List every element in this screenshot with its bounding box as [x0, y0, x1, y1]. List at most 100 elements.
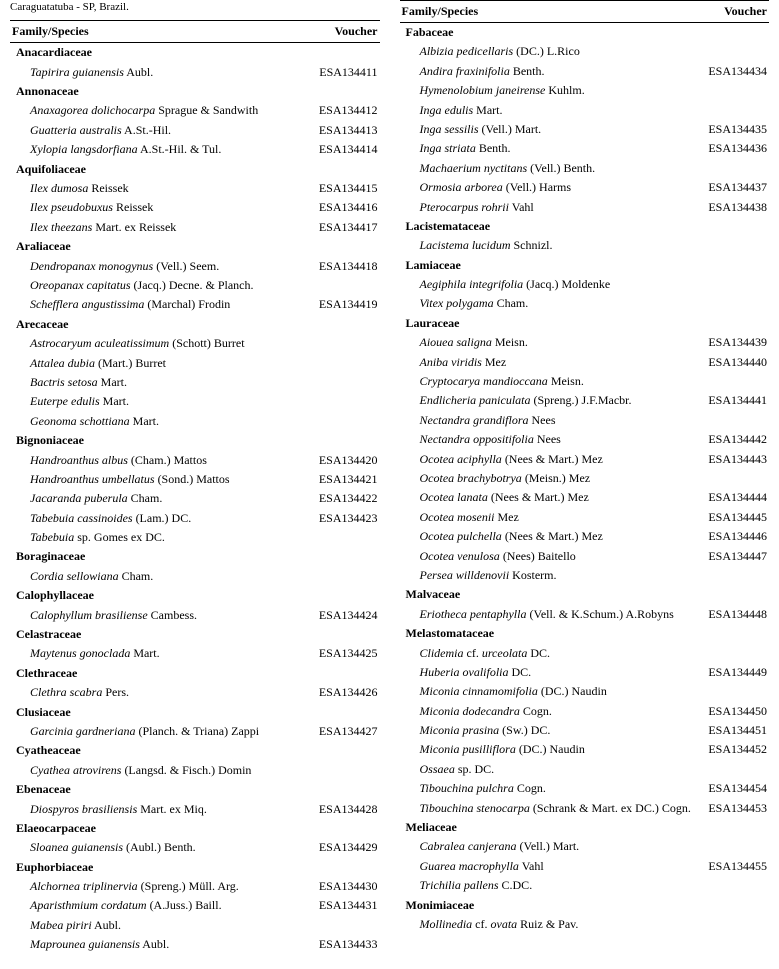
voucher-cell: ESA134438	[704, 198, 769, 217]
table-row: Malvaceae	[400, 585, 770, 604]
voucher-cell: ESA134455	[704, 857, 769, 876]
voucher-cell: ESA134449	[704, 663, 769, 682]
table-row: Sloanea guianensis (Aubl.) Benth.ESA1344…	[10, 838, 380, 857]
family-cell: Elaeocarpaceae	[10, 819, 380, 838]
table-row: Ilex pseudobuxus ReissekESA134416	[10, 198, 380, 217]
family-cell: Boraginaceae	[10, 547, 380, 566]
voucher-cell: ESA134450	[704, 702, 769, 721]
species-cell: Attalea dubia (Mart.) Burret	[10, 354, 306, 373]
species-cell: Huberia ovalifolia DC.	[400, 663, 704, 682]
table-row: Euphorbiaceae	[10, 858, 380, 877]
table-row: Araliaceae	[10, 237, 380, 256]
table-row: Miconia dodecandra Cogn.ESA134450	[400, 702, 770, 721]
family-cell: Annonaceae	[10, 82, 380, 101]
species-cell: Astrocaryum aculeatissimum (Schott) Burr…	[10, 334, 306, 353]
table-row: Lamiaceae	[400, 256, 770, 275]
species-cell: Ilex pseudobuxus Reissek	[10, 198, 306, 217]
species-cell: Diospyros brasiliensis Mart. ex Miq.	[10, 800, 306, 819]
voucher-cell: ESA134454	[704, 779, 769, 798]
table-row: Bactris setosa Mart.	[10, 373, 380, 392]
species-cell: Miconia dodecandra Cogn.	[400, 702, 704, 721]
table-row: Tibouchina pulchra Cogn.ESA134454	[400, 779, 770, 798]
family-cell: Fabaceae	[400, 23, 770, 43]
table-row: Aquifoliaceae	[10, 160, 380, 179]
voucher-cell: ESA134451	[704, 721, 769, 740]
voucher-cell	[306, 334, 380, 353]
table-row: Guatteria australis A.St.-Hil.ESA134413	[10, 121, 380, 140]
species-cell: Maytenus gonoclada Mart.	[10, 644, 306, 663]
species-cell: Miconia cinnamomifolia (DC.) Naudin	[400, 682, 704, 701]
two-column-layout: Caraguatatuba - SP, Brazil. Family/Speci…	[10, 0, 769, 955]
voucher-cell	[704, 372, 769, 391]
species-cell: Cordia sellowiana Cham.	[10, 567, 306, 586]
species-cell: Nectandra grandiflora Nees	[400, 411, 704, 430]
column-header-family-species: Family/Species	[400, 1, 704, 23]
species-cell: Euterpe edulis Mart.	[10, 392, 306, 411]
table-row: Clusiaceae	[10, 703, 380, 722]
species-cell: Aparisthmium cordatum (A.Juss.) Baill.	[10, 896, 306, 915]
table-row: Ocotea pulchella (Nees & Mart.) MezESA13…	[400, 527, 770, 546]
voucher-cell: ESA134439	[704, 333, 769, 352]
table-row: Guarea macrophylla VahlESA134455	[400, 857, 770, 876]
table-row: Cabralea canjerana (Vell.) Mart.	[400, 837, 770, 856]
voucher-cell: ESA134412	[306, 101, 380, 120]
table-row: Xylopia langsdorfiana A.St.-Hil. & Tul.E…	[10, 140, 380, 159]
voucher-cell: ESA134448	[704, 605, 769, 624]
species-cell: Ossaea sp. DC.	[400, 760, 704, 779]
voucher-cell: ESA134425	[306, 644, 380, 663]
voucher-cell: ESA134442	[704, 430, 769, 449]
species-cell: Guarea macrophylla Vahl	[400, 857, 704, 876]
voucher-cell: ESA134429	[306, 838, 380, 857]
table-row: Calophyllaceae	[10, 586, 380, 605]
voucher-cell	[704, 915, 769, 934]
voucher-cell: ESA134415	[306, 179, 380, 198]
family-cell: Malvaceae	[400, 585, 770, 604]
table-row: Celastraceae	[10, 625, 380, 644]
voucher-cell: ESA134436	[704, 139, 769, 158]
table-row: Anaxagorea dolichocarpa Sprague & Sandwi…	[10, 101, 380, 120]
species-cell: Dendropanax monogynus (Vell.) Seem.	[10, 257, 306, 276]
table-row: Clethraceae	[10, 664, 380, 683]
table-row: Clethra scabra Pers.ESA134426	[10, 683, 380, 702]
species-cell: Sloanea guianensis (Aubl.) Benth.	[10, 838, 306, 857]
table-row: Nectandra oppositifolia NeesESA134442	[400, 430, 770, 449]
family-cell: Melastomataceae	[400, 624, 770, 643]
voucher-cell	[704, 682, 769, 701]
species-cell: Anaxagorea dolichocarpa Sprague & Sandwi…	[10, 101, 306, 120]
family-cell: Calophyllaceae	[10, 586, 380, 605]
voucher-cell	[704, 42, 769, 61]
species-cell: Nectandra oppositifolia Nees	[400, 430, 704, 449]
voucher-cell: ESA134430	[306, 877, 380, 896]
species-cell: Tapirira guianensis Aubl.	[10, 63, 306, 82]
table-row: Handroanthus albus (Cham.) MattosESA1344…	[10, 451, 380, 470]
table-row: Tibouchina stenocarpa (Schrank & Mart. e…	[400, 799, 770, 818]
species-cell: Inga edulis Mart.	[400, 101, 704, 120]
species-cell: Clidemia cf. urceolata DC.	[400, 644, 704, 663]
table-row: Dendropanax monogynus (Vell.) Seem.ESA13…	[10, 257, 380, 276]
voucher-cell	[704, 566, 769, 585]
column-header-voucher: Voucher	[704, 1, 769, 23]
voucher-cell: ESA134417	[306, 218, 380, 237]
species-cell: Ormosia arborea (Vell.) Harms	[400, 178, 704, 197]
voucher-cell	[306, 528, 380, 547]
family-cell: Bignoniaceae	[10, 431, 380, 450]
table-row: Handroanthus umbellatus (Sond.) MattosES…	[10, 470, 380, 489]
table-row: Arecaceae	[10, 315, 380, 334]
voucher-cell: ESA134440	[704, 353, 769, 372]
table-row: Aiouea saligna Meisn.ESA134439	[400, 333, 770, 352]
table-row: Anacardiaceae	[10, 43, 380, 63]
table-row: Fabaceae	[400, 23, 770, 43]
species-cell: Andira fraxinifolia Benth.	[400, 62, 704, 81]
voucher-cell: ESA134424	[306, 606, 380, 625]
voucher-cell	[704, 81, 769, 100]
column-header-voucher: Voucher	[306, 21, 380, 43]
table-row: Tapirira guianensis Aubl.ESA134411	[10, 63, 380, 82]
table-row: Mabea piriri Aubl.	[10, 916, 380, 935]
table-row: Tabebuia sp. Gomes ex DC.	[10, 528, 380, 547]
family-cell: Celastraceae	[10, 625, 380, 644]
table-row: Bignoniaceae	[10, 431, 380, 450]
voucher-cell: ESA134418	[306, 257, 380, 276]
species-cell: Vitex polygama Cham.	[400, 294, 704, 313]
species-cell: Alchornea triplinervia (Spreng.) Müll. A…	[10, 877, 306, 896]
table-row: Aparisthmium cordatum (A.Juss.) Baill.ES…	[10, 896, 380, 915]
